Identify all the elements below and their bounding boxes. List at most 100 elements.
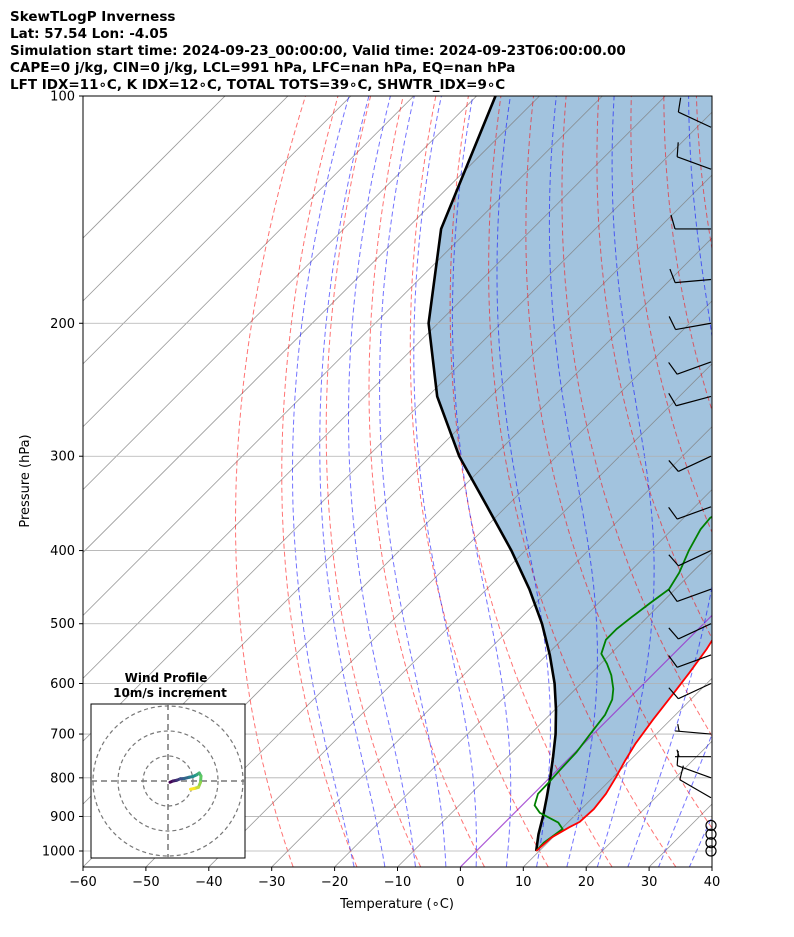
dry-adiabat [630, 96, 712, 534]
dry-adiabat [235, 96, 307, 867]
barb-flag [670, 214, 676, 230]
barb-half-flag [677, 724, 680, 732]
y-tick-label: 600 [50, 677, 75, 692]
barb-staff [676, 654, 712, 668]
x-tick-label: 10 [515, 875, 532, 890]
x-tick-label: 40 [704, 875, 721, 890]
barb-staff [678, 623, 712, 640]
barb-staff [678, 111, 712, 128]
dry-adiabat [449, 96, 613, 867]
isotherm [83, 96, 289, 302]
calm-circle [705, 828, 717, 840]
isotherm [83, 96, 352, 365]
dry-adiabat [281, 96, 358, 867]
dewpoint-line [533, 515, 712, 852]
x-axis-label: Temperature (∘C) [339, 897, 454, 912]
time-line: Simulation start time: 2024-09-23_00:00:… [10, 43, 626, 59]
barb-staff [676, 361, 712, 375]
temperature-line [535, 638, 712, 852]
wind-barb [676, 142, 712, 170]
barb-flag [668, 316, 677, 330]
x-tick-label: −20 [321, 875, 348, 890]
barb-staff [676, 156, 712, 170]
wind-barb [668, 455, 712, 472]
chart-title: SkewTLogP Inverness [10, 9, 176, 25]
y-tick-label: 1000 [42, 845, 75, 860]
barb-staff [676, 506, 712, 520]
y-tick-label: 900 [50, 810, 75, 825]
y-tick-label: 300 [50, 450, 75, 465]
dry-adiabat [409, 96, 549, 867]
y-axis-label: Pressure (hPa) [18, 434, 33, 527]
parcel-area-shading [428, 96, 712, 851]
isotherm [83, 111, 712, 742]
moist-adiabat [657, 732, 712, 867]
barb-staff [675, 730, 712, 735]
barb-staff [678, 550, 712, 567]
barb-half-flag [676, 749, 680, 757]
cape-line: CAPE=0 j/kg, CIN=0 j/kg, LCL=991 hPa, LF… [10, 60, 516, 76]
location-line: Lat: 57.54 Lon: -4.05 [10, 26, 169, 42]
x-axis: −60 −50 −40 −30 −20 −10 0 10 20 30 40 [69, 867, 720, 890]
wind-barb [668, 506, 712, 520]
x-tick-label: −50 [132, 875, 159, 890]
isotherm [396, 551, 712, 867]
barb-flag [668, 627, 679, 640]
barb-staff [676, 588, 712, 603]
wind-barb [668, 588, 712, 603]
wind-barb [705, 845, 717, 857]
wind-barb [668, 361, 712, 375]
hodograph-ring [117, 730, 219, 832]
barb-flag [668, 687, 679, 700]
calm-circle [705, 845, 717, 857]
plot-area [83, 79, 794, 882]
barb-staff [676, 395, 712, 407]
y-tick-label: 100 [50, 90, 75, 105]
x-tick-label: −30 [258, 875, 285, 890]
barb-flag [668, 362, 678, 375]
barb-flag [668, 392, 677, 407]
barb-staff [676, 764, 712, 779]
isotherm [83, 96, 478, 491]
index-line: LFT IDX=11∘C, K IDX=12∘C, TOTAL TOTS=39∘… [10, 77, 506, 93]
barb-flag [668, 460, 679, 472]
barb-staff [679, 779, 712, 799]
barb-flag [668, 506, 678, 520]
barb-flag [668, 655, 678, 668]
isotherm [83, 96, 603, 616]
barb-flag [677, 97, 682, 113]
dry-adiabat [561, 96, 712, 737]
dry-adiabat [728, 79, 794, 867]
wind-barb [669, 268, 712, 284]
isotherm [334, 489, 712, 867]
moist-adiabat [713, 96, 794, 882]
isotherm [83, 96, 666, 679]
hodograph-segment [189, 787, 196, 791]
wind-barb [668, 550, 712, 567]
dry-adiabat [325, 96, 422, 867]
moist-adiabat [596, 96, 655, 867]
wind-barb [705, 819, 717, 832]
wind-barb [668, 682, 712, 700]
barb-staff [678, 455, 712, 472]
wind-barb [675, 724, 712, 735]
x-tick-label: −10 [384, 875, 411, 890]
parcel-line [427, 96, 558, 852]
hodograph: Wind Profile 10m/s increment [90, 671, 246, 859]
calm-circle [705, 819, 717, 832]
wind-barb [705, 837, 717, 849]
dry-adiabat [488, 96, 677, 867]
isotherm [208, 363, 712, 867]
wind-barb [670, 214, 711, 230]
isotherm [83, 96, 226, 239]
y-tick-label: 200 [50, 317, 75, 332]
isotherm [83, 96, 541, 554]
x-tick-label: 30 [641, 875, 658, 890]
y-axis: 1000 900 800 700 600 500 400 300 200 100 [42, 90, 83, 860]
wind-barb [677, 97, 712, 128]
y-tick-label: 800 [50, 771, 75, 786]
isotherm [271, 426, 712, 867]
dry-adiabat [596, 96, 712, 640]
x-tick-label: −60 [69, 875, 96, 890]
